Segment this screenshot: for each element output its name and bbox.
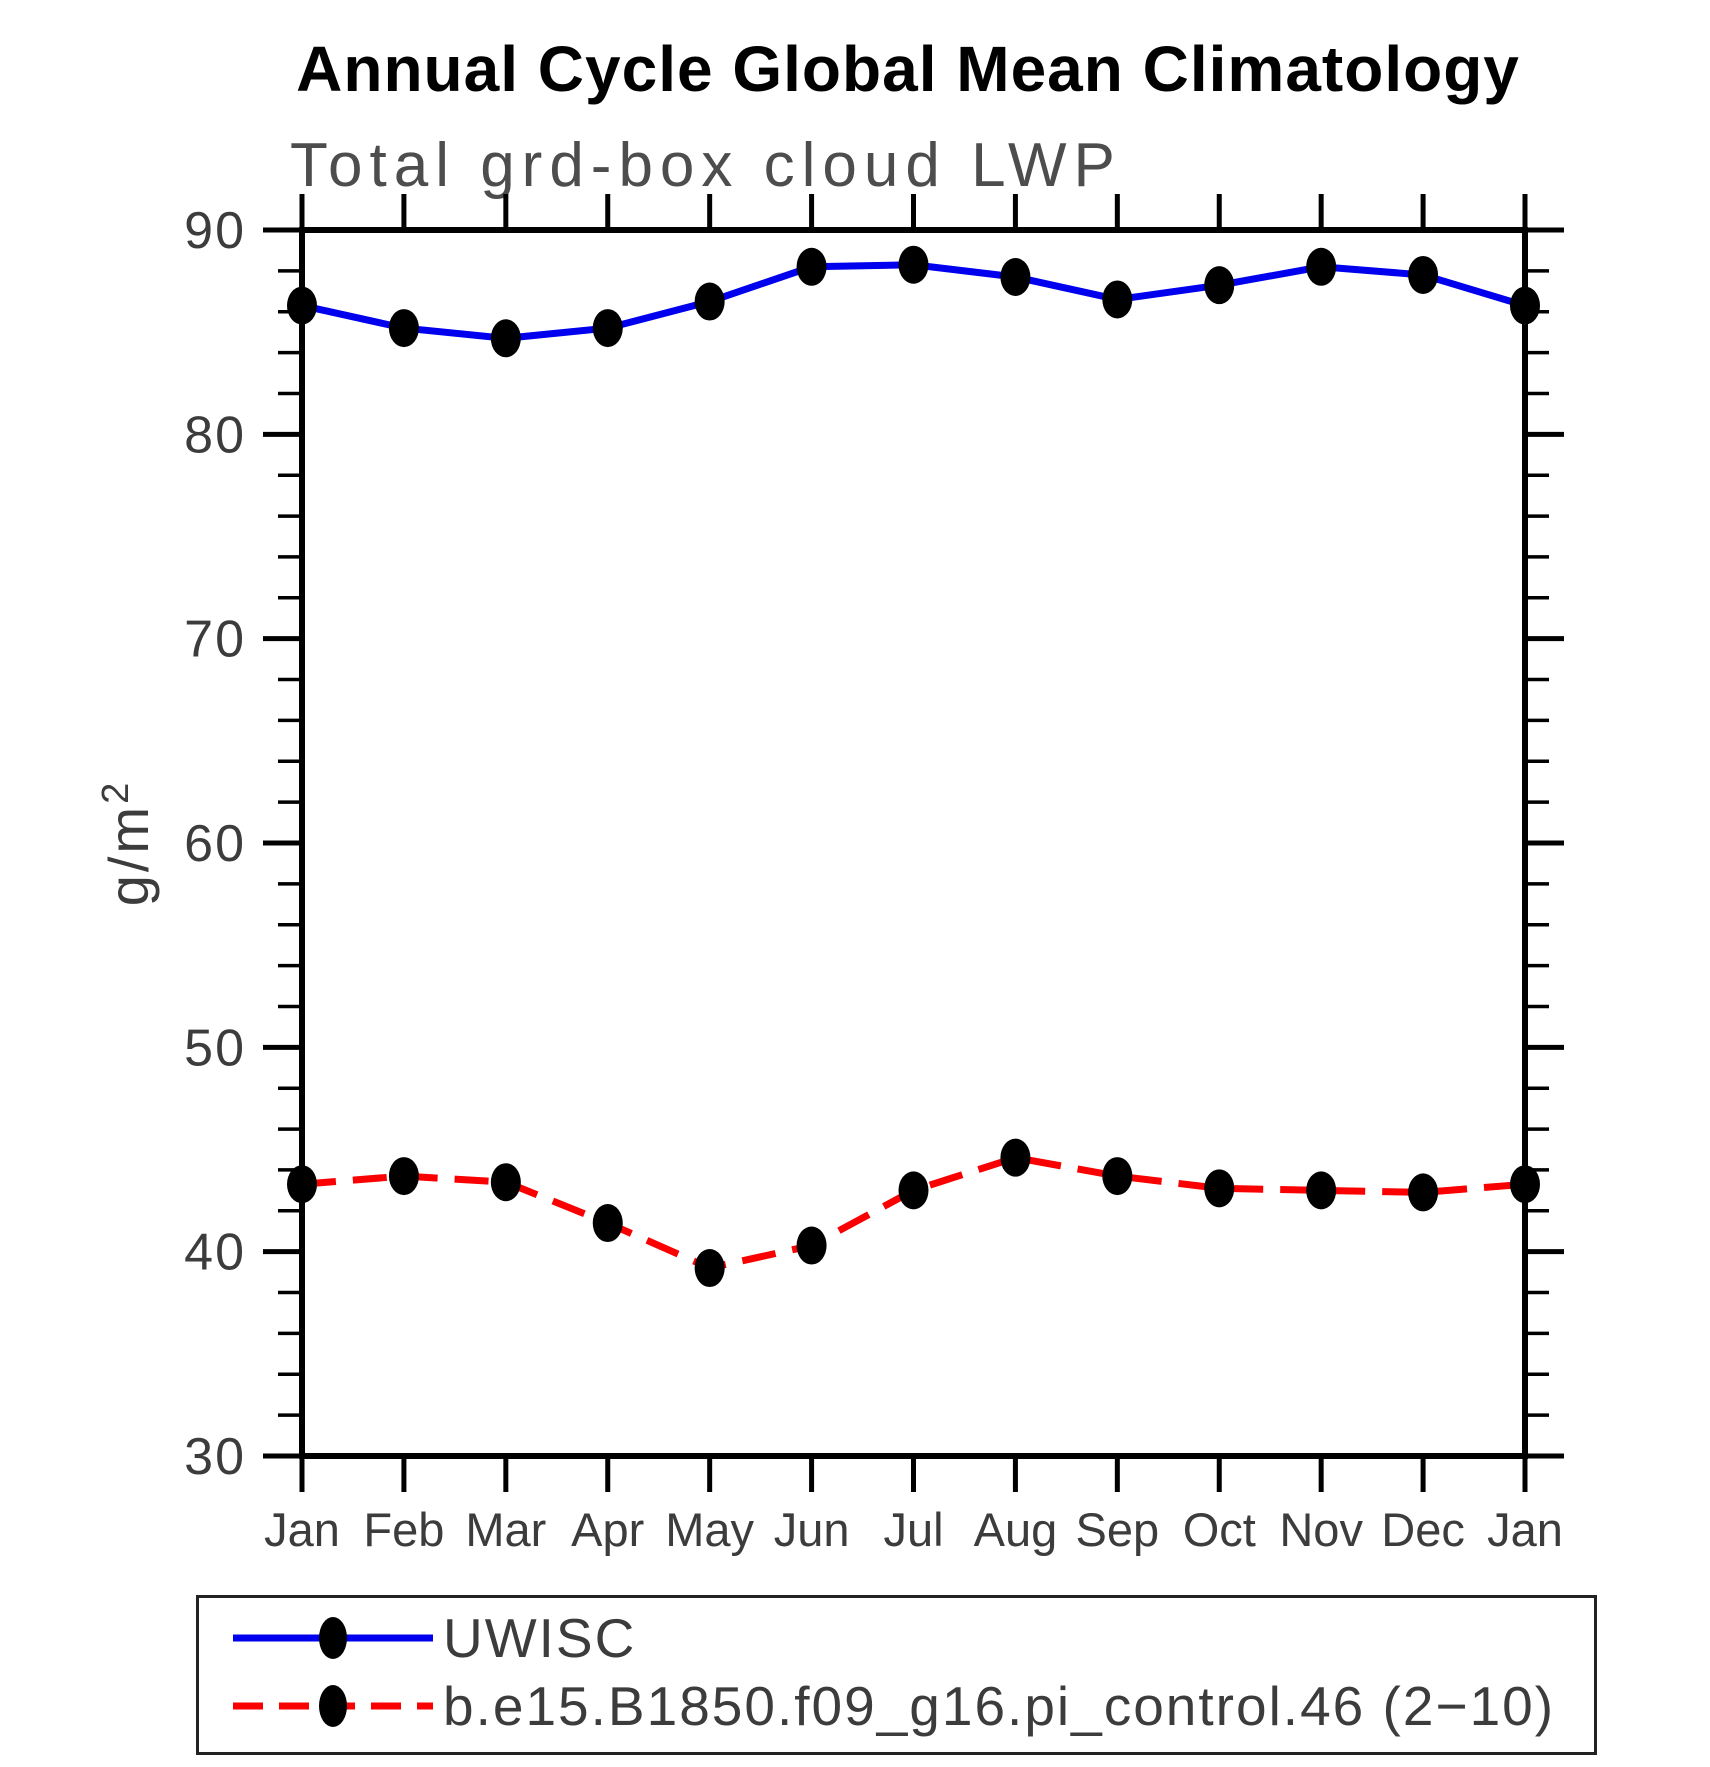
data-point-marker-series-1 (1408, 1173, 1439, 1212)
data-point-marker-series-1 (1204, 1169, 1235, 1208)
x-axis-tick-label: Apr (571, 1503, 644, 1556)
data-point-marker-series-1 (796, 1226, 827, 1265)
legend-label-model: b.e15.B1850.f09_g16.pi_control.46 (2−10) (443, 1675, 1556, 1737)
data-point-marker-series-1 (490, 1163, 521, 1202)
legend-label-uwisc: UWISC (443, 1607, 637, 1669)
x-axis-tick-label: Jun (774, 1503, 850, 1556)
y-axis-tick-label: 80 (184, 406, 246, 464)
legend-sample-line-uwisc (233, 1617, 433, 1659)
legend-box: UWISC b.e15.B1850.f09_g16.pi_control.46 … (196, 1595, 1597, 1755)
y-axis-tick-label: 90 (184, 202, 246, 260)
y-axis-tick-label: 70 (184, 611, 246, 669)
data-point-marker-series-0 (1204, 266, 1235, 305)
data-point-marker-series-1 (1000, 1138, 1031, 1177)
data-point-marker-series-1 (287, 1165, 317, 1204)
data-point-marker-series-0 (1102, 280, 1133, 319)
plot-frame (299, 227, 1528, 1459)
data-point-marker-series-0 (287, 286, 317, 325)
data-point-marker-series-1 (592, 1204, 623, 1243)
data-point-marker-series-0 (1408, 255, 1439, 294)
x-axis-tick-label: Feb (363, 1503, 444, 1556)
data-point-marker-series-1 (694, 1249, 725, 1288)
data-point-marker-series-1 (388, 1157, 419, 1196)
data-point-marker-series-1 (1306, 1171, 1337, 1210)
x-axis-tick-label: Sep (1076, 1503, 1160, 1556)
data-point-marker-series-1 (1102, 1157, 1133, 1196)
x-axis-tick-label: Aug (974, 1503, 1058, 1556)
data-point-marker-series-0 (1000, 257, 1031, 296)
legend-marker-dot (319, 1617, 347, 1659)
data-point-marker-series-0 (490, 319, 521, 358)
x-axis-tick-label: Jul (883, 1503, 943, 1556)
chart-subtitle: Total grd-box cloud LWP (290, 131, 1122, 200)
data-point-marker-series-0 (388, 309, 419, 348)
data-point-marker-series-0 (592, 309, 623, 348)
legend-entry-model: b.e15.B1850.f09_g16.pi_control.46 (2−10) (199, 1675, 1555, 1737)
legend-entry-uwisc: UWISC (199, 1607, 636, 1669)
data-point-marker-series-0 (796, 247, 827, 286)
x-axis-tick-label: Dec (1381, 1503, 1465, 1556)
data-point-marker-series-0 (1306, 247, 1337, 286)
x-axis-tick-label: Jan (1487, 1503, 1563, 1556)
y-axis-tick-label: 60 (184, 815, 246, 873)
data-point-marker-series-0 (898, 245, 929, 284)
x-axis-tick-label: Mar (465, 1503, 546, 1556)
x-axis-tick-label: May (665, 1503, 754, 1556)
y-axis-tick-label: 30 (184, 1428, 246, 1486)
x-axis-tick-label: Nov (1279, 1503, 1363, 1556)
legend-sample-line-model (233, 1685, 433, 1727)
chart-title: Annual Cycle Global Mean Climatology (296, 33, 1520, 105)
data-point-marker-series-0 (694, 282, 725, 321)
data-point-marker-series-1 (1510, 1165, 1540, 1204)
x-axis-tick-label: Oct (1183, 1503, 1256, 1556)
x-axis-tick-label: Jan (264, 1503, 340, 1556)
y-axis-tick-label: 50 (184, 1019, 246, 1077)
y-axis-tick-label: 40 (184, 1224, 246, 1282)
data-point-marker-series-1 (898, 1171, 929, 1210)
data-point-marker-series-0 (1510, 286, 1540, 325)
legend-marker-dot (319, 1685, 347, 1727)
